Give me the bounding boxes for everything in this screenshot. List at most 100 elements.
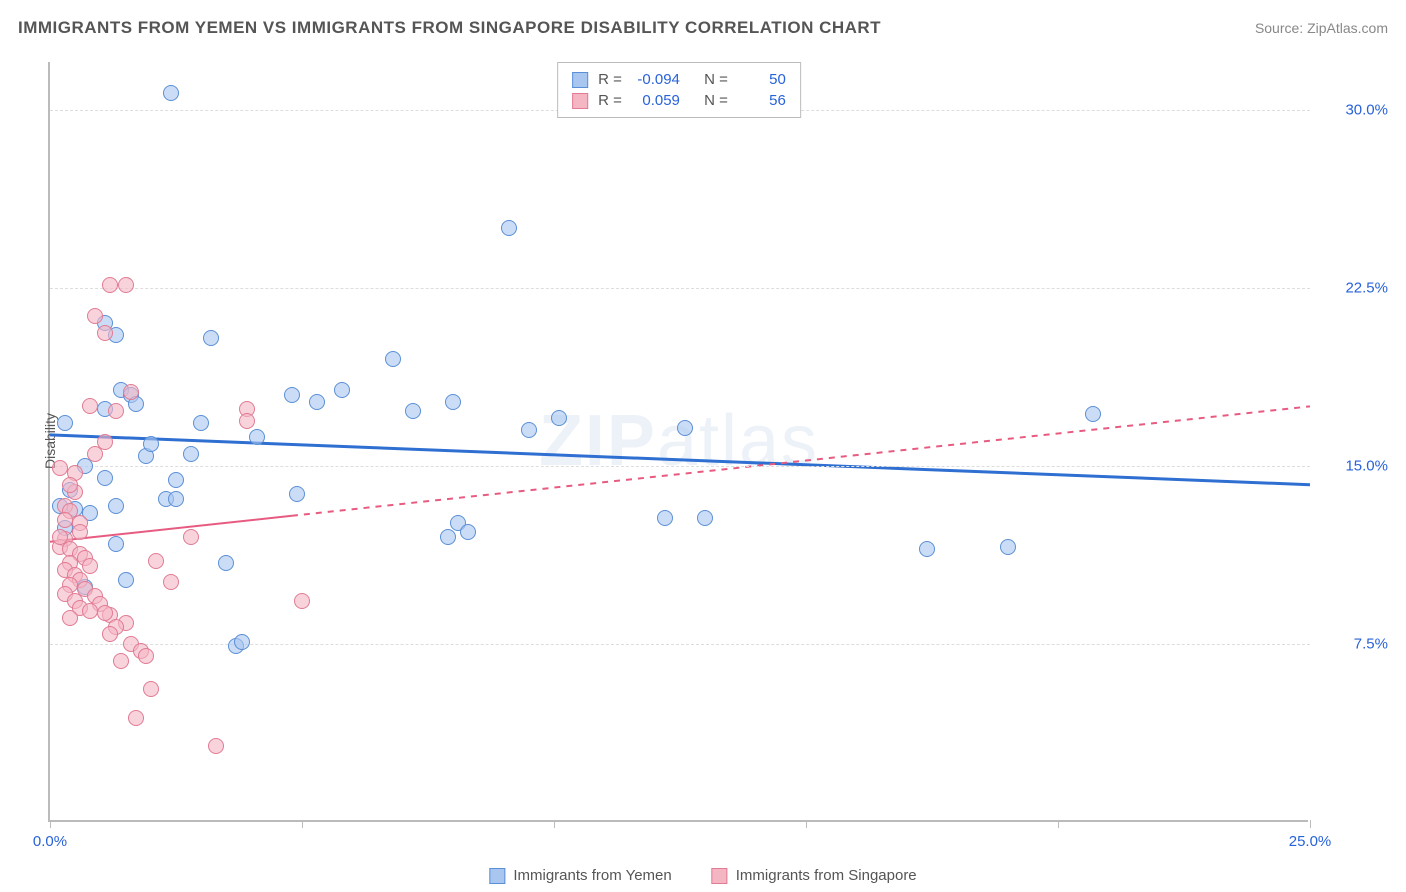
r-label: R = — [598, 92, 622, 109]
scatter-marker — [72, 524, 88, 540]
scatter-marker — [289, 486, 305, 502]
legend-item-yemen: Immigrants from Yemen — [489, 867, 671, 884]
scatter-marker — [168, 491, 184, 507]
scatter-marker — [1000, 539, 1016, 555]
scatter-marker — [208, 738, 224, 754]
swatch-yemen — [572, 72, 588, 88]
scatter-marker — [97, 434, 113, 450]
x-tick-label: 0.0% — [33, 833, 67, 850]
chart-title: IMMIGRANTS FROM YEMEN VS IMMIGRANTS FROM… — [18, 18, 881, 38]
x-tick — [50, 820, 51, 828]
r-value-singapore: 0.059 — [632, 92, 680, 109]
source-prefix: Source: — [1255, 20, 1307, 36]
y-tick-label: 30.0% — [1345, 101, 1388, 118]
scatter-marker — [97, 470, 113, 486]
n-value-singapore: 56 — [738, 92, 786, 109]
stats-legend: R = -0.094 N = 50 R = 0.059 N = 56 — [557, 62, 801, 118]
scatter-marker — [108, 403, 124, 419]
scatter-marker — [123, 384, 139, 400]
x-tick — [554, 820, 555, 828]
scatter-marker — [52, 529, 68, 545]
x-tick — [1310, 820, 1311, 828]
scatter-marker — [62, 477, 78, 493]
gridline-h — [50, 466, 1310, 467]
scatter-marker — [108, 536, 124, 552]
scatter-marker — [405, 403, 421, 419]
scatter-marker — [57, 512, 73, 528]
scatter-marker — [218, 555, 234, 571]
scatter-marker — [501, 220, 517, 236]
y-tick-label: 22.5% — [1345, 279, 1388, 296]
scatter-marker — [193, 415, 209, 431]
scatter-marker — [57, 415, 73, 431]
source-link[interactable]: ZipAtlas.com — [1307, 20, 1388, 36]
scatter-marker — [445, 394, 461, 410]
scatter-marker — [657, 510, 673, 526]
scatter-marker — [334, 382, 350, 398]
scatter-marker — [919, 541, 935, 557]
trend-lines — [50, 62, 1310, 822]
scatter-marker — [143, 681, 159, 697]
scatter-marker — [148, 553, 164, 569]
scatter-marker — [97, 325, 113, 341]
scatter-marker — [551, 410, 567, 426]
scatter-marker — [203, 330, 219, 346]
swatch-singapore — [712, 868, 728, 884]
scatter-marker — [183, 446, 199, 462]
scatter-marker — [163, 85, 179, 101]
x-tick-label: 25.0% — [1289, 833, 1332, 850]
scatter-marker — [82, 603, 98, 619]
x-tick — [806, 820, 807, 828]
scatter-marker — [284, 387, 300, 403]
scatter-marker — [521, 422, 537, 438]
r-value-yemen: -0.094 — [632, 71, 680, 88]
scatter-marker — [249, 429, 265, 445]
y-tick-label: 7.5% — [1354, 635, 1388, 652]
watermark: ZIPatlas — [539, 400, 819, 482]
scatter-marker — [163, 574, 179, 590]
scatter-marker — [128, 710, 144, 726]
scatter-marker — [52, 460, 68, 476]
swatch-yemen — [489, 868, 505, 884]
scatter-marker — [108, 498, 124, 514]
gridline-h — [50, 288, 1310, 289]
legend-label-singapore: Immigrants from Singapore — [736, 867, 917, 884]
scatter-marker — [118, 277, 134, 293]
scatter-marker — [234, 634, 250, 650]
n-label: N = — [704, 92, 728, 109]
swatch-singapore — [572, 93, 588, 109]
scatter-marker — [87, 308, 103, 324]
scatter-marker — [118, 572, 134, 588]
scatter-marker — [102, 277, 118, 293]
scatter-marker — [102, 626, 118, 642]
scatter-chart: Disability ZIPatlas R = -0.094 N = 50 R … — [48, 62, 1308, 822]
bottom-legend: Immigrants from Yemen Immigrants from Si… — [489, 867, 916, 884]
scatter-marker — [113, 653, 129, 669]
scatter-marker — [82, 398, 98, 414]
n-value-yemen: 50 — [738, 71, 786, 88]
scatter-marker — [97, 605, 113, 621]
scatter-marker — [168, 472, 184, 488]
scatter-marker — [677, 420, 693, 436]
scatter-marker — [82, 558, 98, 574]
y-tick-label: 15.0% — [1345, 457, 1388, 474]
legend-item-singapore: Immigrants from Singapore — [712, 867, 917, 884]
watermark-rest: atlas — [657, 401, 819, 481]
scatter-marker — [440, 529, 456, 545]
scatter-marker — [385, 351, 401, 367]
stats-row-yemen: R = -0.094 N = 50 — [572, 69, 786, 90]
legend-label-yemen: Immigrants from Yemen — [513, 867, 671, 884]
r-label: R = — [598, 71, 622, 88]
scatter-marker — [138, 648, 154, 664]
x-tick — [302, 820, 303, 828]
n-label: N = — [704, 71, 728, 88]
scatter-marker — [309, 394, 325, 410]
stats-row-singapore: R = 0.059 N = 56 — [572, 90, 786, 111]
scatter-marker — [143, 436, 159, 452]
scatter-marker — [62, 610, 78, 626]
source-label: Source: ZipAtlas.com — [1255, 20, 1388, 36]
scatter-marker — [183, 529, 199, 545]
scatter-marker — [697, 510, 713, 526]
scatter-marker — [294, 593, 310, 609]
scatter-marker — [460, 524, 476, 540]
